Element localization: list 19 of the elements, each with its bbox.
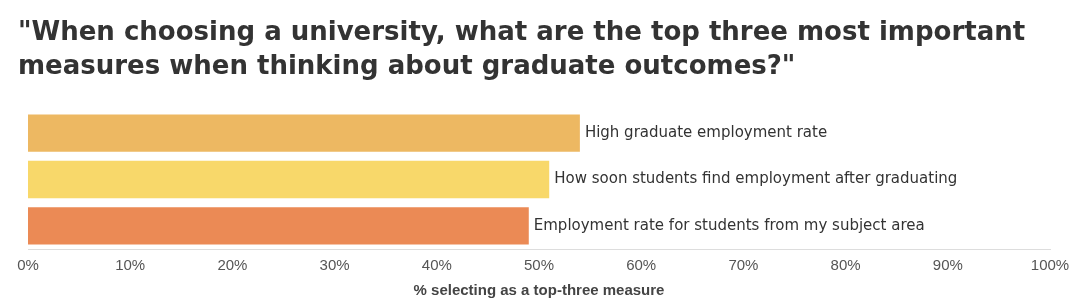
x-tick-label: 60% [626, 256, 657, 274]
y-tick-label: How soon students find employment after graduating [554, 169, 958, 188]
x-tick-label: 40% [421, 256, 452, 274]
bar [28, 114, 580, 152]
chart-title: "When choosing a university, what are the top three most important measures when thinking about graduate outcomes?" [18, 15, 1027, 82]
x-tick-label: 80% [830, 256, 861, 274]
x-tick-label: 30% [319, 256, 350, 274]
y-tick-label: High graduate employment rate [584, 123, 828, 142]
x-tick-label: 100% [1030, 256, 1070, 274]
x-tick-label: 70% [728, 256, 759, 274]
bar [28, 160, 550, 199]
x-tick-label: 50% [523, 256, 555, 274]
x-tick-label: 90% [932, 256, 963, 274]
x-tick-label: 0% [17, 256, 39, 274]
x-tick-label: 20% [217, 256, 248, 274]
x-tick-label: 10% [115, 256, 146, 274]
x-axis-title: % selecting as a top-three measure [413, 281, 665, 299]
bar [28, 207, 529, 245]
y-tick-label: Employment rate for students from my subject area [533, 215, 925, 234]
